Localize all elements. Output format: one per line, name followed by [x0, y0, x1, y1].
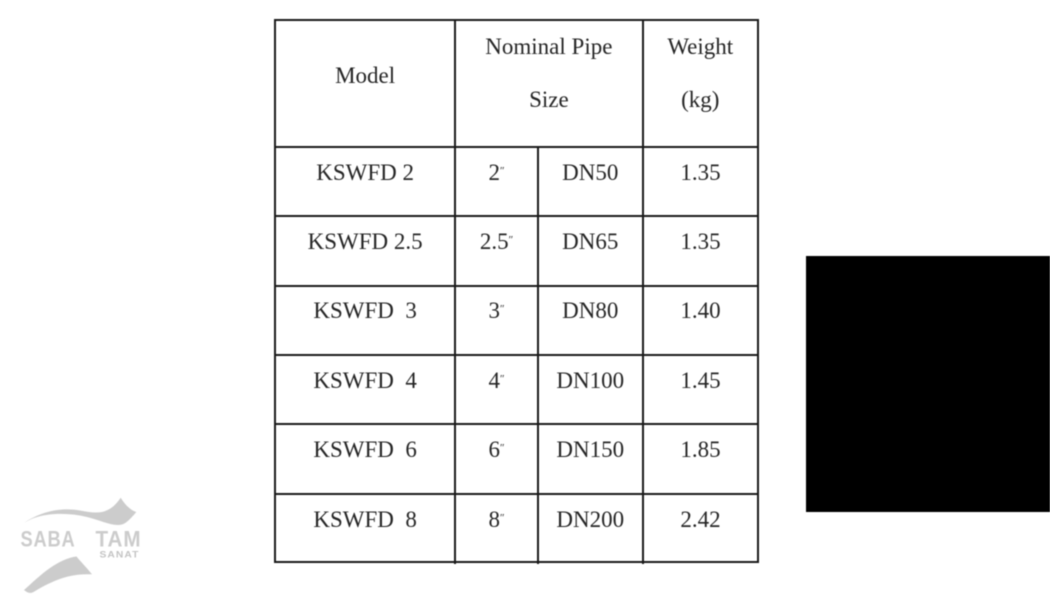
svg-text:TAM: TAM	[96, 527, 142, 552]
svg-text:SABA: SABA	[21, 527, 76, 552]
svg-text:SANAT: SANAT	[100, 550, 140, 561]
